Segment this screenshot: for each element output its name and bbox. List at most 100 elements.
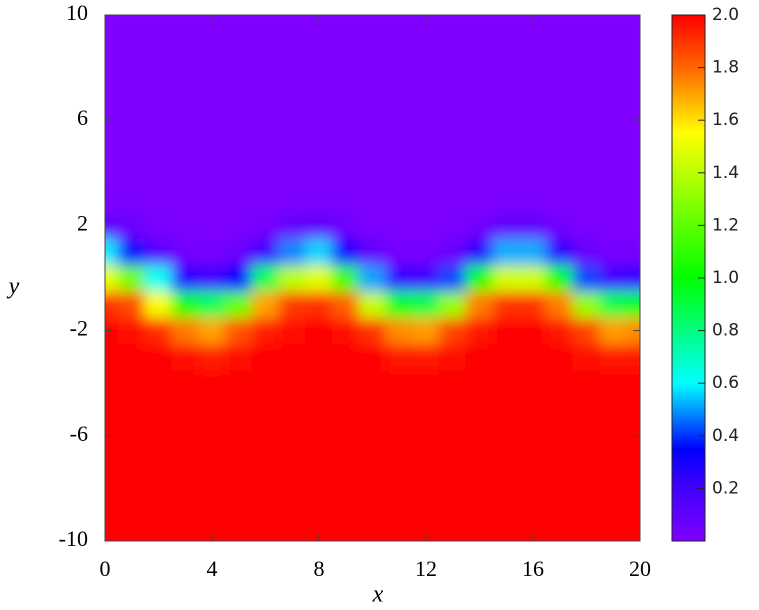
- heatmap-cell: [278, 106, 307, 134]
- heatmap-cell: [358, 527, 387, 541]
- heatmap-cell: [224, 501, 253, 529]
- y-tick-label: -6: [70, 421, 88, 446]
- heatmap-cell: [105, 80, 119, 108]
- heatmap-cell: [358, 27, 387, 55]
- heatmap-cell: [626, 474, 640, 503]
- heatmap-cell: [626, 343, 640, 371]
- heatmap-cell: [117, 159, 146, 187]
- heatmap-cell: [438, 448, 467, 476]
- heatmap-cell: [331, 501, 360, 529]
- heatmap-cell: [251, 343, 280, 371]
- heatmap-cell: [251, 422, 280, 450]
- heatmap-cell: [358, 395, 387, 424]
- heatmap-cell: [519, 159, 547, 187]
- heatmap-cell: [224, 290, 253, 318]
- heatmap-cell: [438, 106, 467, 134]
- heatmap-cell: [251, 15, 280, 29]
- heatmap-cell: [198, 211, 226, 240]
- heatmap-cell: [492, 132, 521, 161]
- heatmap-cell: [385, 80, 414, 108]
- heatmap-cell: [599, 501, 628, 529]
- heatmap-cell: [198, 80, 226, 108]
- colorbar-tick-label: 1.2: [712, 215, 739, 235]
- heatmap-cell: [105, 159, 119, 187]
- heatmap-cell: [545, 290, 574, 318]
- heatmap-cell: [412, 290, 440, 318]
- heatmap-cell: [117, 474, 146, 503]
- y-tick-label: 10: [66, 0, 88, 25]
- heatmap-cell: [331, 185, 360, 213]
- heatmap-cell: [626, 185, 640, 213]
- heatmap-cell: [358, 159, 387, 187]
- heatmap-cell: [331, 132, 360, 161]
- heatmap-cell: [492, 185, 521, 213]
- heatmap-cell: [492, 106, 521, 134]
- colorbar-tick-label: 1.4: [712, 163, 739, 183]
- heatmap-cell: [171, 448, 200, 476]
- heatmap-cell: [171, 238, 200, 266]
- heatmap-cell: [198, 474, 226, 503]
- heatmap-cell: [144, 211, 173, 240]
- heatmap-cell: [465, 185, 494, 213]
- heatmap-cell: [358, 53, 387, 82]
- heatmap-cell: [599, 106, 628, 134]
- heatmap-cell: [545, 369, 574, 397]
- heatmap-cell: [465, 369, 494, 397]
- heatmap-cell: [412, 80, 440, 108]
- y-tick-label: 6: [77, 105, 88, 130]
- heatmap-cell: [438, 211, 467, 240]
- heatmap-cell: [144, 80, 173, 108]
- heatmap-cell: [171, 395, 200, 424]
- heatmap-cell: [117, 106, 146, 134]
- heatmap-cell: [278, 343, 307, 371]
- heatmap-cell: [305, 474, 333, 503]
- heatmap-cell: [331, 106, 360, 134]
- heatmap-cell: [224, 27, 253, 55]
- heatmap-cell: [412, 316, 440, 345]
- heatmap-cell: [198, 53, 226, 82]
- heatmap-cell: [305, 211, 333, 240]
- heatmap-cell: [412, 501, 440, 529]
- heatmap-cell: [117, 369, 146, 397]
- heatmap-cell: [599, 422, 628, 450]
- heatmap-cell: [278, 290, 307, 318]
- heatmap-cell: [251, 185, 280, 213]
- heatmap-cell: [572, 27, 601, 55]
- heatmap-cell: [251, 369, 280, 397]
- heatmap-cell: [599, 395, 628, 424]
- heatmap-cell: [144, 290, 173, 318]
- heatmap-cell: [465, 422, 494, 450]
- heatmap-cell: [278, 264, 307, 292]
- x-tick-label: 4: [207, 556, 218, 581]
- heatmap-cell: [465, 106, 494, 134]
- heatmap-cell: [105, 395, 119, 424]
- heatmap-cell: [385, 185, 414, 213]
- heatmap-cell: [599, 448, 628, 476]
- heatmap-cell: [519, 185, 547, 213]
- heatmap-cell: [519, 501, 547, 529]
- heatmap-cell: [171, 15, 200, 29]
- heatmap-cell: [358, 264, 387, 292]
- heatmap-cell: [305, 290, 333, 318]
- heatmap-cell: [117, 185, 146, 213]
- heatmap-cell: [572, 369, 601, 397]
- heatmap-cell: [358, 238, 387, 266]
- heatmap-cell: [198, 27, 226, 55]
- heatmap-cell: [492, 395, 521, 424]
- heatmap-cell: [171, 343, 200, 371]
- heatmap-cell: [251, 80, 280, 108]
- heatmap-cell: [278, 159, 307, 187]
- colorbar-tick-label: 1.0: [712, 268, 739, 288]
- heatmap-cell: [492, 53, 521, 82]
- heatmap-cell: [251, 474, 280, 503]
- heatmap-cell: [105, 15, 119, 29]
- heatmap-cell: [198, 290, 226, 318]
- heatmap-cell: [171, 27, 200, 55]
- heatmap-cell: [331, 369, 360, 397]
- heatmap-cell: [599, 238, 628, 266]
- heatmap-cell: [465, 132, 494, 161]
- heatmap-cell: [305, 422, 333, 450]
- heatmap-cell: [519, 395, 547, 424]
- heatmap-cell: [331, 159, 360, 187]
- heatmap-cell: [358, 343, 387, 371]
